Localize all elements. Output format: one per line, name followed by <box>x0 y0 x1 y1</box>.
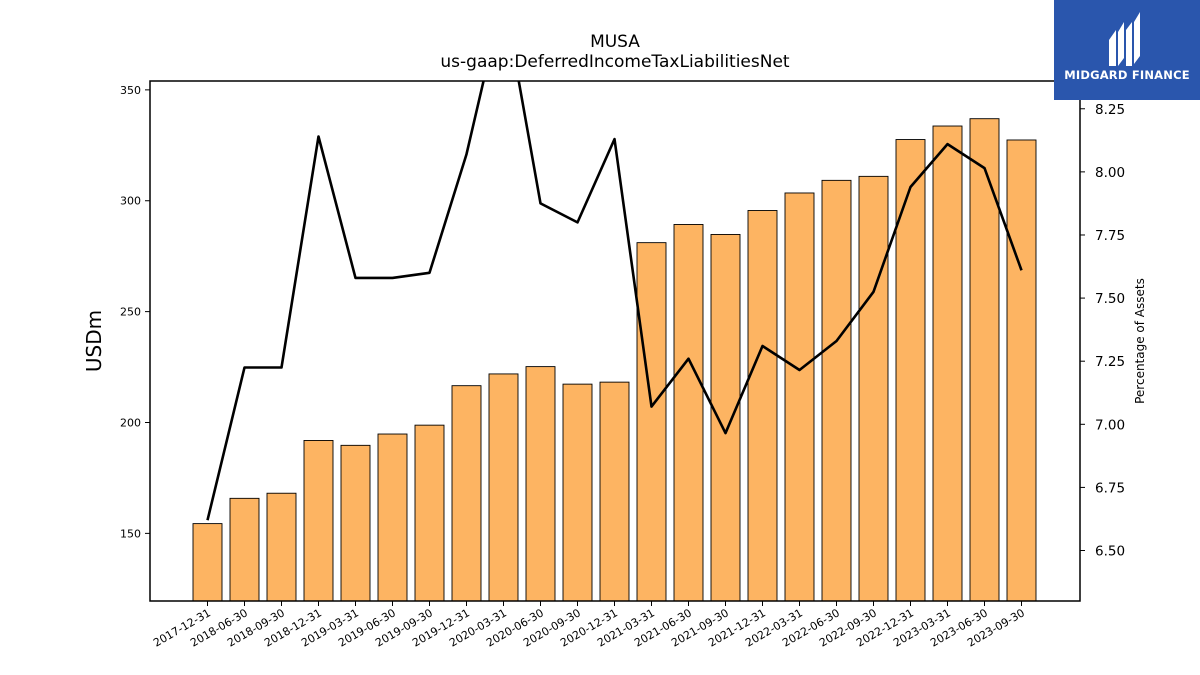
bar <box>525 366 556 602</box>
y-axis-label: USDm <box>82 310 106 372</box>
y2-tick-label: 8.25 <box>1095 102 1125 118</box>
bar <box>710 233 741 602</box>
bar <box>599 381 630 602</box>
y2-tick-label: 6.75 <box>1095 480 1125 496</box>
bar <box>192 523 223 602</box>
bar <box>303 440 334 602</box>
chart-title: MUSA <box>590 32 640 52</box>
bar <box>1006 139 1037 602</box>
bar <box>895 139 926 602</box>
y-tick-label: 200 <box>120 416 141 429</box>
bar <box>266 492 297 602</box>
logo-text: MIDGARD FINANCE <box>1064 68 1190 82</box>
bars-layer <box>192 118 1037 602</box>
bar <box>969 118 1000 602</box>
chart-subtitle: us-gaap:DeferredIncomeTaxLiabilitiesNet <box>440 52 790 72</box>
bar <box>451 385 482 602</box>
midgard-finance-logo: MIDGARD FINANCE <box>1054 0 1200 100</box>
y2-tick-label: 6.50 <box>1095 544 1125 560</box>
bar <box>858 175 889 602</box>
bar <box>562 383 593 602</box>
bar <box>747 210 778 602</box>
y-tick-label: 350 <box>120 84 141 97</box>
y2-tick-label: 7.75 <box>1095 228 1125 244</box>
bar <box>784 192 815 602</box>
y-tick-label: 250 <box>120 306 141 319</box>
bar <box>932 125 963 602</box>
bar <box>636 242 667 602</box>
midgard-logo-icon <box>1109 12 1140 66</box>
bar <box>229 497 260 602</box>
y2-axis-label: Percentage of Assets <box>1133 278 1147 404</box>
y-tick-label: 150 <box>120 527 141 540</box>
bar <box>821 179 852 602</box>
y2-tick-label: 8.00 <box>1095 165 1125 181</box>
y2-tick-label: 7.25 <box>1095 354 1125 370</box>
bar <box>488 373 519 602</box>
bar <box>673 224 704 602</box>
series-line <box>206 81 1023 521</box>
bar <box>414 424 445 602</box>
bar <box>377 433 408 602</box>
bar <box>340 444 371 602</box>
y2-tick-label: 7.00 <box>1095 417 1125 433</box>
y2-tick-label: 7.50 <box>1095 291 1125 307</box>
y-tick-label: 300 <box>120 195 141 208</box>
line-layer <box>206 81 1023 521</box>
